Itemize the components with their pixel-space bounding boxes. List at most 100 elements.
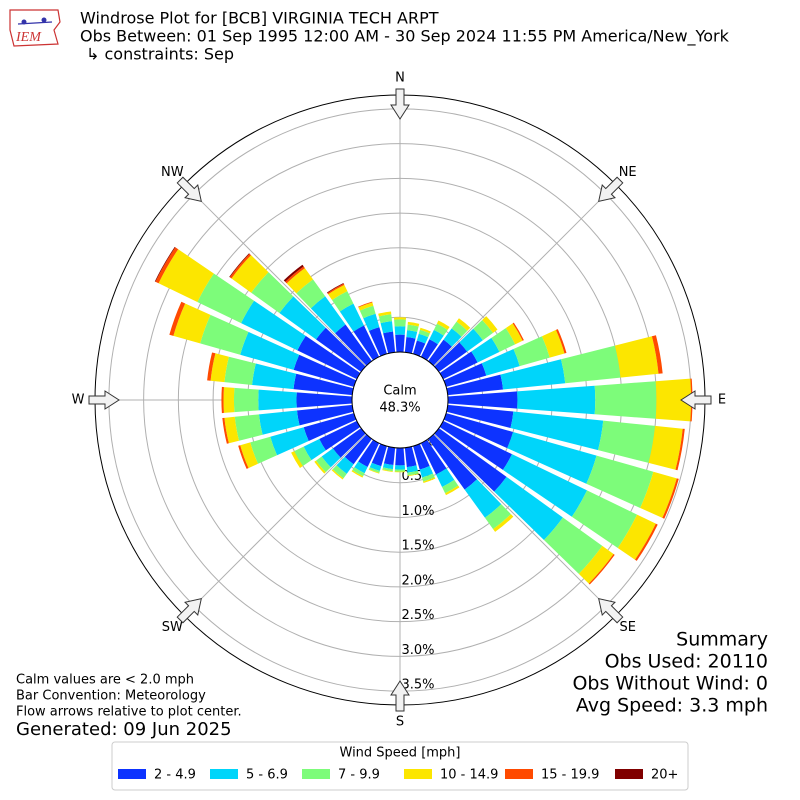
bar-segment (443, 363, 487, 387)
bar-segment (382, 463, 394, 470)
bar-segment (303, 439, 326, 461)
bar-segment (473, 320, 494, 341)
bar-segment (434, 342, 468, 372)
bar-segment (197, 273, 255, 324)
flow-arrow (176, 176, 202, 202)
bar-segment (418, 329, 430, 338)
bar-segment (336, 456, 354, 474)
bar-segment (240, 442, 259, 469)
bar-segment (200, 314, 249, 355)
bar-segment (428, 434, 478, 490)
bar-segment (443, 413, 514, 449)
bar-segment (250, 436, 278, 464)
bar-segment (316, 456, 331, 473)
bar-segment (413, 340, 426, 357)
bar-segment (368, 469, 380, 474)
bar-segment (296, 404, 354, 426)
legend-swatch (118, 769, 146, 779)
bar-segment (588, 554, 615, 585)
bar-segment (293, 373, 354, 396)
bar-segment (351, 470, 364, 478)
bar-segment (383, 331, 396, 354)
flow-arrow (680, 390, 712, 410)
legend-swatch (302, 769, 330, 779)
bar-segment (407, 470, 419, 476)
bar-segment (327, 283, 345, 295)
r-tick-label: 3.0% (401, 643, 434, 658)
compass-label: NE (619, 165, 637, 180)
bar-segment (335, 324, 372, 366)
bar-segment (651, 335, 663, 374)
chart-title: Windrose Plot for [BCB] VIRGINIA TECH AR… (80, 9, 439, 28)
bar-segment (655, 378, 692, 422)
bar-segment (598, 420, 656, 463)
flow-arrow (598, 176, 624, 202)
bar-segment (407, 473, 419, 477)
bar-segment (344, 434, 372, 465)
bar-segment (231, 255, 269, 293)
bar-segment (456, 318, 471, 331)
arrow-shape (598, 598, 624, 624)
bar-segment (419, 465, 434, 478)
bar-segment (378, 311, 392, 317)
legend-label: 10 - 14.9 (440, 768, 498, 783)
bar-segment (319, 420, 361, 451)
summary: Obs Used: 20110 (605, 651, 768, 673)
bar-segment (459, 328, 483, 352)
legend: Wind Speed [mph] 2 - 4.9 5 - 6.9 7 - 9.9 10… (111, 741, 689, 791)
bar-segment (234, 414, 263, 441)
bar-segment (326, 282, 344, 294)
bar-segment (363, 313, 380, 331)
legend-swatch (615, 769, 643, 779)
bar-segment (494, 476, 563, 540)
bar-segment (238, 445, 249, 469)
bar-segment (354, 461, 368, 474)
bar-segment (429, 329, 444, 345)
r-tick-label: 2.0% (401, 573, 434, 588)
bar-segment (310, 296, 346, 334)
bar-segment (442, 479, 459, 494)
bar-segment (251, 272, 294, 314)
bar-segment (296, 279, 326, 309)
bar-segment (224, 356, 256, 385)
bar-segment (353, 325, 380, 361)
bar-segment (293, 354, 357, 387)
bar-segment (291, 451, 303, 468)
generated: Generated: 09 Jun 2025 (16, 719, 232, 740)
spoke (183, 433, 367, 617)
bar-segment (571, 490, 638, 549)
bar-segment (635, 523, 658, 561)
bar-segment (394, 319, 406, 327)
legend-label: 2 - 4.9 (154, 768, 196, 783)
bar-segment (416, 333, 429, 344)
bar-segment (371, 443, 387, 467)
compass-label: S (396, 715, 404, 730)
arrow-shape (176, 176, 202, 202)
bar-segment (155, 247, 179, 284)
bar-segment (446, 404, 514, 428)
bar-segment (491, 328, 516, 352)
summary: Summary (676, 629, 768, 651)
flow-arrow (390, 680, 410, 712)
bar-segment (406, 465, 418, 473)
bar-segment (648, 425, 683, 470)
bar-segment (294, 446, 312, 467)
arrow-shape (598, 176, 624, 202)
bar-segment (279, 296, 326, 340)
bar-segment (382, 469, 393, 472)
legend-label: 7 - 9.9 (338, 768, 380, 783)
bar-segment (406, 330, 418, 339)
spoke (433, 183, 617, 367)
note: Calm values are < 2.0 mph (16, 673, 194, 688)
bar-segment (394, 469, 406, 472)
calm-value: 48.3% (379, 401, 420, 416)
arrow-shape (176, 598, 202, 624)
bar-segment (419, 327, 431, 334)
bar-segment (303, 413, 357, 442)
compass-label: E (718, 393, 726, 408)
bar-segment (241, 300, 306, 351)
bar-segment (555, 329, 567, 354)
bar-segment (296, 392, 353, 408)
bar-segment (210, 353, 229, 383)
bar-segment (285, 266, 305, 284)
